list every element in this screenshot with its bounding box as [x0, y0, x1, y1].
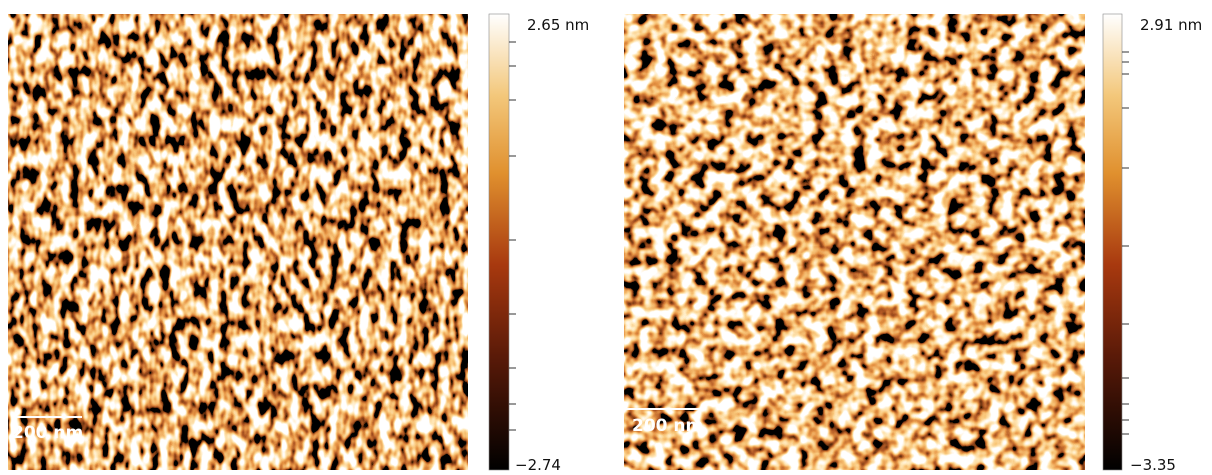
- colorbar-ticks: [1122, 52, 1129, 434]
- afm-image: [624, 14, 1085, 470]
- colorbar: [1103, 14, 1122, 470]
- colorbar: [489, 14, 509, 470]
- colorbar-max: 2.91 nm: [1140, 16, 1202, 34]
- afm-image: [8, 14, 468, 470]
- colorbar-ticks: [509, 42, 516, 430]
- colorbar-min: −3.35: [1130, 456, 1176, 474]
- scale-bar-label: 200 nm: [12, 423, 83, 443]
- colorbar-max: 2.65 nm: [527, 16, 589, 34]
- figure: 200 nm 2.65 nm −2.74 200 nm 2.91 nm −3.3…: [0, 0, 1212, 475]
- colorbar-min: −2.74: [515, 456, 561, 474]
- scale-bar-label: 200 nm: [632, 416, 703, 436]
